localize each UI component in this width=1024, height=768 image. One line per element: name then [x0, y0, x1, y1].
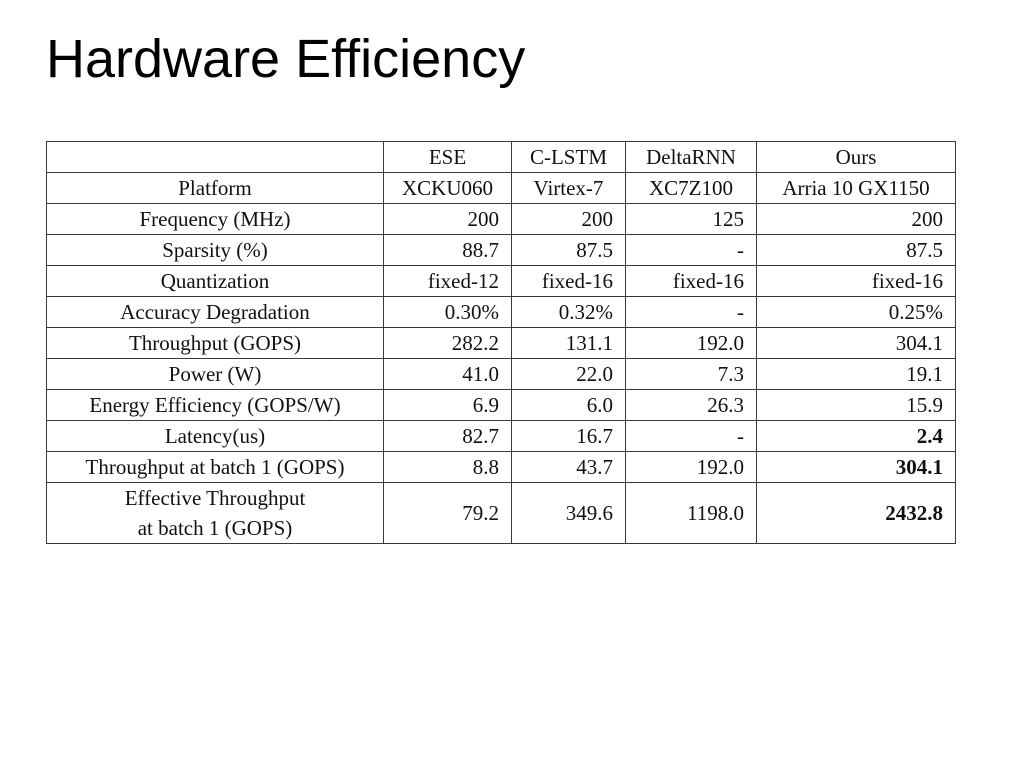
cell-energy-ese: 6.9: [383, 389, 512, 421]
row-label-energy-efficiency: Energy Efficiency (GOPS/W): [46, 389, 384, 421]
cell-sparsity-c-lstm: 87.5: [511, 234, 626, 266]
table-row: Latency(us) 82.7 16.7 - 2.4: [46, 420, 956, 452]
cell-power-ese: 41.0: [383, 358, 512, 390]
cell-sparsity-deltarnn: -: [625, 234, 757, 266]
table-row: Throughput at batch 1 (GOPS) 8.8 43.7 19…: [46, 451, 956, 483]
cell-effective-throughput-ese: 79.2: [383, 482, 512, 544]
cell-platform-ours: Arria 10 GX1150: [756, 172, 956, 204]
row-label-throughput: Throughput (GOPS): [46, 327, 384, 359]
cell-platform-deltarnn: XC7Z100: [625, 172, 757, 204]
row-label-effective-throughput: Effective Throughput at batch 1 (GOPS): [46, 482, 384, 544]
cell-throughput-batch1-ours: 304.1: [756, 451, 956, 483]
row-label-latency: Latency(us): [46, 420, 384, 452]
header-cell-ese: ESE: [383, 141, 512, 173]
comparison-table-container: ESE C-LSTM DeltaRNN Ours Platform XCKU06…: [46, 141, 956, 544]
cell-frequency-ese: 200: [383, 203, 512, 235]
cell-energy-c-lstm: 6.0: [511, 389, 626, 421]
table-row: Effective Throughput at batch 1 (GOPS) 7…: [46, 482, 956, 544]
table-row: Platform XCKU060 Virtex-7 XC7Z100 Arria …: [46, 172, 956, 204]
header-cell-c-lstm: C-LSTM: [511, 141, 626, 173]
table-row: Throughput (GOPS) 282.2 131.1 192.0 304.…: [46, 327, 956, 359]
row-label-quantization: Quantization: [46, 265, 384, 297]
cell-power-deltarnn: 7.3: [625, 358, 757, 390]
table-row: Accuracy Degradation 0.30% 0.32% - 0.25%: [46, 296, 956, 328]
cell-frequency-ours: 200: [756, 203, 956, 235]
cell-throughput-batch1-ese: 8.8: [383, 451, 512, 483]
cell-energy-deltarnn: 26.3: [625, 389, 757, 421]
cell-quantization-ours: fixed-16: [756, 265, 956, 297]
cell-accuracy-ours: 0.25%: [756, 296, 956, 328]
row-label-throughput-batch1: Throughput at batch 1 (GOPS): [46, 451, 384, 483]
table-row: Power (W) 41.0 22.0 7.3 19.1: [46, 358, 956, 390]
row-label-platform: Platform: [46, 172, 384, 204]
cell-accuracy-c-lstm: 0.32%: [511, 296, 626, 328]
cell-throughput-c-lstm: 131.1: [511, 327, 626, 359]
cell-throughput-deltarnn: 192.0: [625, 327, 757, 359]
row-label-sparsity: Sparsity (%): [46, 234, 384, 266]
cell-accuracy-ese: 0.30%: [383, 296, 512, 328]
cell-latency-c-lstm: 16.7: [511, 420, 626, 452]
cell-throughput-ese: 282.2: [383, 327, 512, 359]
cell-quantization-ese: fixed-12: [383, 265, 512, 297]
cell-sparsity-ese: 88.7: [383, 234, 512, 266]
table-row: Frequency (MHz) 200 200 125 200: [46, 203, 956, 235]
cell-latency-ours: 2.4: [756, 420, 956, 452]
cell-quantization-c-lstm: fixed-16: [511, 265, 626, 297]
cell-throughput-batch1-deltarnn: 192.0: [625, 451, 757, 483]
cell-sparsity-ours: 87.5: [756, 234, 956, 266]
cell-quantization-deltarnn: fixed-16: [625, 265, 757, 297]
cell-frequency-deltarnn: 125: [625, 203, 757, 235]
slide-title: Hardware Efficiency: [46, 29, 526, 89]
table-row: Energy Efficiency (GOPS/W) 6.9 6.0 26.3 …: [46, 389, 956, 421]
cell-energy-ours: 15.9: [756, 389, 956, 421]
table-header-row: ESE C-LSTM DeltaRNN Ours: [46, 141, 956, 173]
cell-effective-throughput-c-lstm: 349.6: [511, 482, 626, 544]
cell-throughput-batch1-c-lstm: 43.7: [511, 451, 626, 483]
cell-platform-ese: XCKU060: [383, 172, 512, 204]
cell-frequency-c-lstm: 200: [511, 203, 626, 235]
header-cell-ours: Ours: [756, 141, 956, 173]
cell-effective-throughput-deltarnn: 1198.0: [625, 482, 757, 544]
table-row: Sparsity (%) 88.7 87.5 - 87.5: [46, 234, 956, 266]
cell-power-ours: 19.1: [756, 358, 956, 390]
cell-effective-throughput-ours: 2432.8: [756, 482, 956, 544]
cell-platform-c-lstm: Virtex-7: [511, 172, 626, 204]
header-cell-deltarnn: DeltaRNN: [625, 141, 757, 173]
cell-latency-ese: 82.7: [383, 420, 512, 452]
cell-power-c-lstm: 22.0: [511, 358, 626, 390]
cell-accuracy-deltarnn: -: [625, 296, 757, 328]
cell-latency-deltarnn: -: [625, 420, 757, 452]
row-label-effective-throughput-line1: Effective Throughput: [124, 486, 306, 510]
header-cell-empty: [46, 141, 384, 173]
row-label-frequency: Frequency (MHz): [46, 203, 384, 235]
row-label-power: Power (W): [46, 358, 384, 390]
row-label-accuracy-degradation: Accuracy Degradation: [46, 296, 384, 328]
hardware-efficiency-table: ESE C-LSTM DeltaRNN Ours Platform XCKU06…: [46, 141, 956, 544]
row-label-effective-throughput-line2: at batch 1 (GOPS): [137, 516, 293, 540]
cell-throughput-ours: 304.1: [756, 327, 956, 359]
table-row: Quantization fixed-12 fixed-16 fixed-16 …: [46, 265, 956, 297]
